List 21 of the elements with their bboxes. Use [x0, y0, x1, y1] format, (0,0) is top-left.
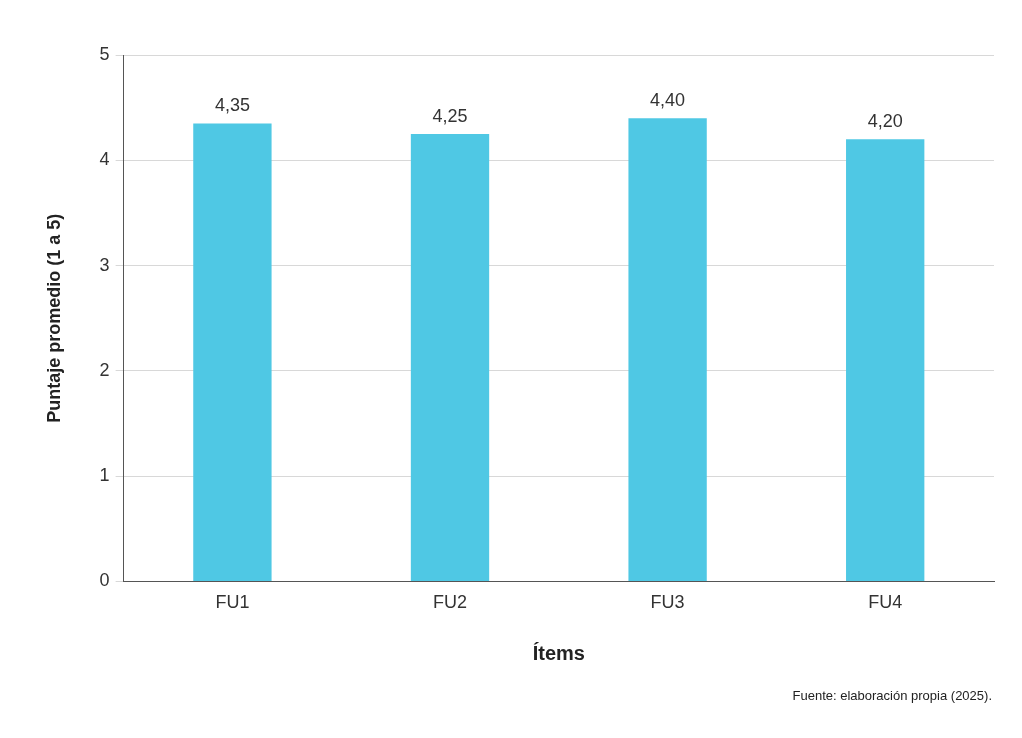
x-tick-label: FU4 [868, 592, 903, 613]
y-tick-label: 2 [99, 359, 110, 380]
bar [193, 123, 272, 581]
y-axis-title: Puntaje promedio (1 a 5) [43, 213, 64, 423]
y-tick-label: 5 [99, 43, 110, 64]
bar [410, 133, 490, 581]
data-label: 4,20 [867, 111, 903, 132]
bar [846, 139, 925, 581]
y-tick-label: 1 [99, 465, 110, 486]
bar [628, 118, 707, 581]
x-tick-label: FU2 [433, 592, 468, 613]
x-axis-title: Ítems [532, 641, 585, 664]
data-label: 4,25 [432, 105, 468, 126]
source-note: Fuente: elaboración propia (2025). [792, 688, 992, 703]
y-tick-label: 0 [99, 570, 110, 591]
y-tick-label: 4 [99, 149, 110, 170]
y-tick-label: 3 [99, 254, 110, 275]
data-label: 4,40 [650, 90, 686, 111]
x-tick-label: FU1 [215, 592, 250, 613]
x-tick-label: FU3 [650, 592, 685, 613]
data-label: 4,35 [214, 95, 250, 116]
